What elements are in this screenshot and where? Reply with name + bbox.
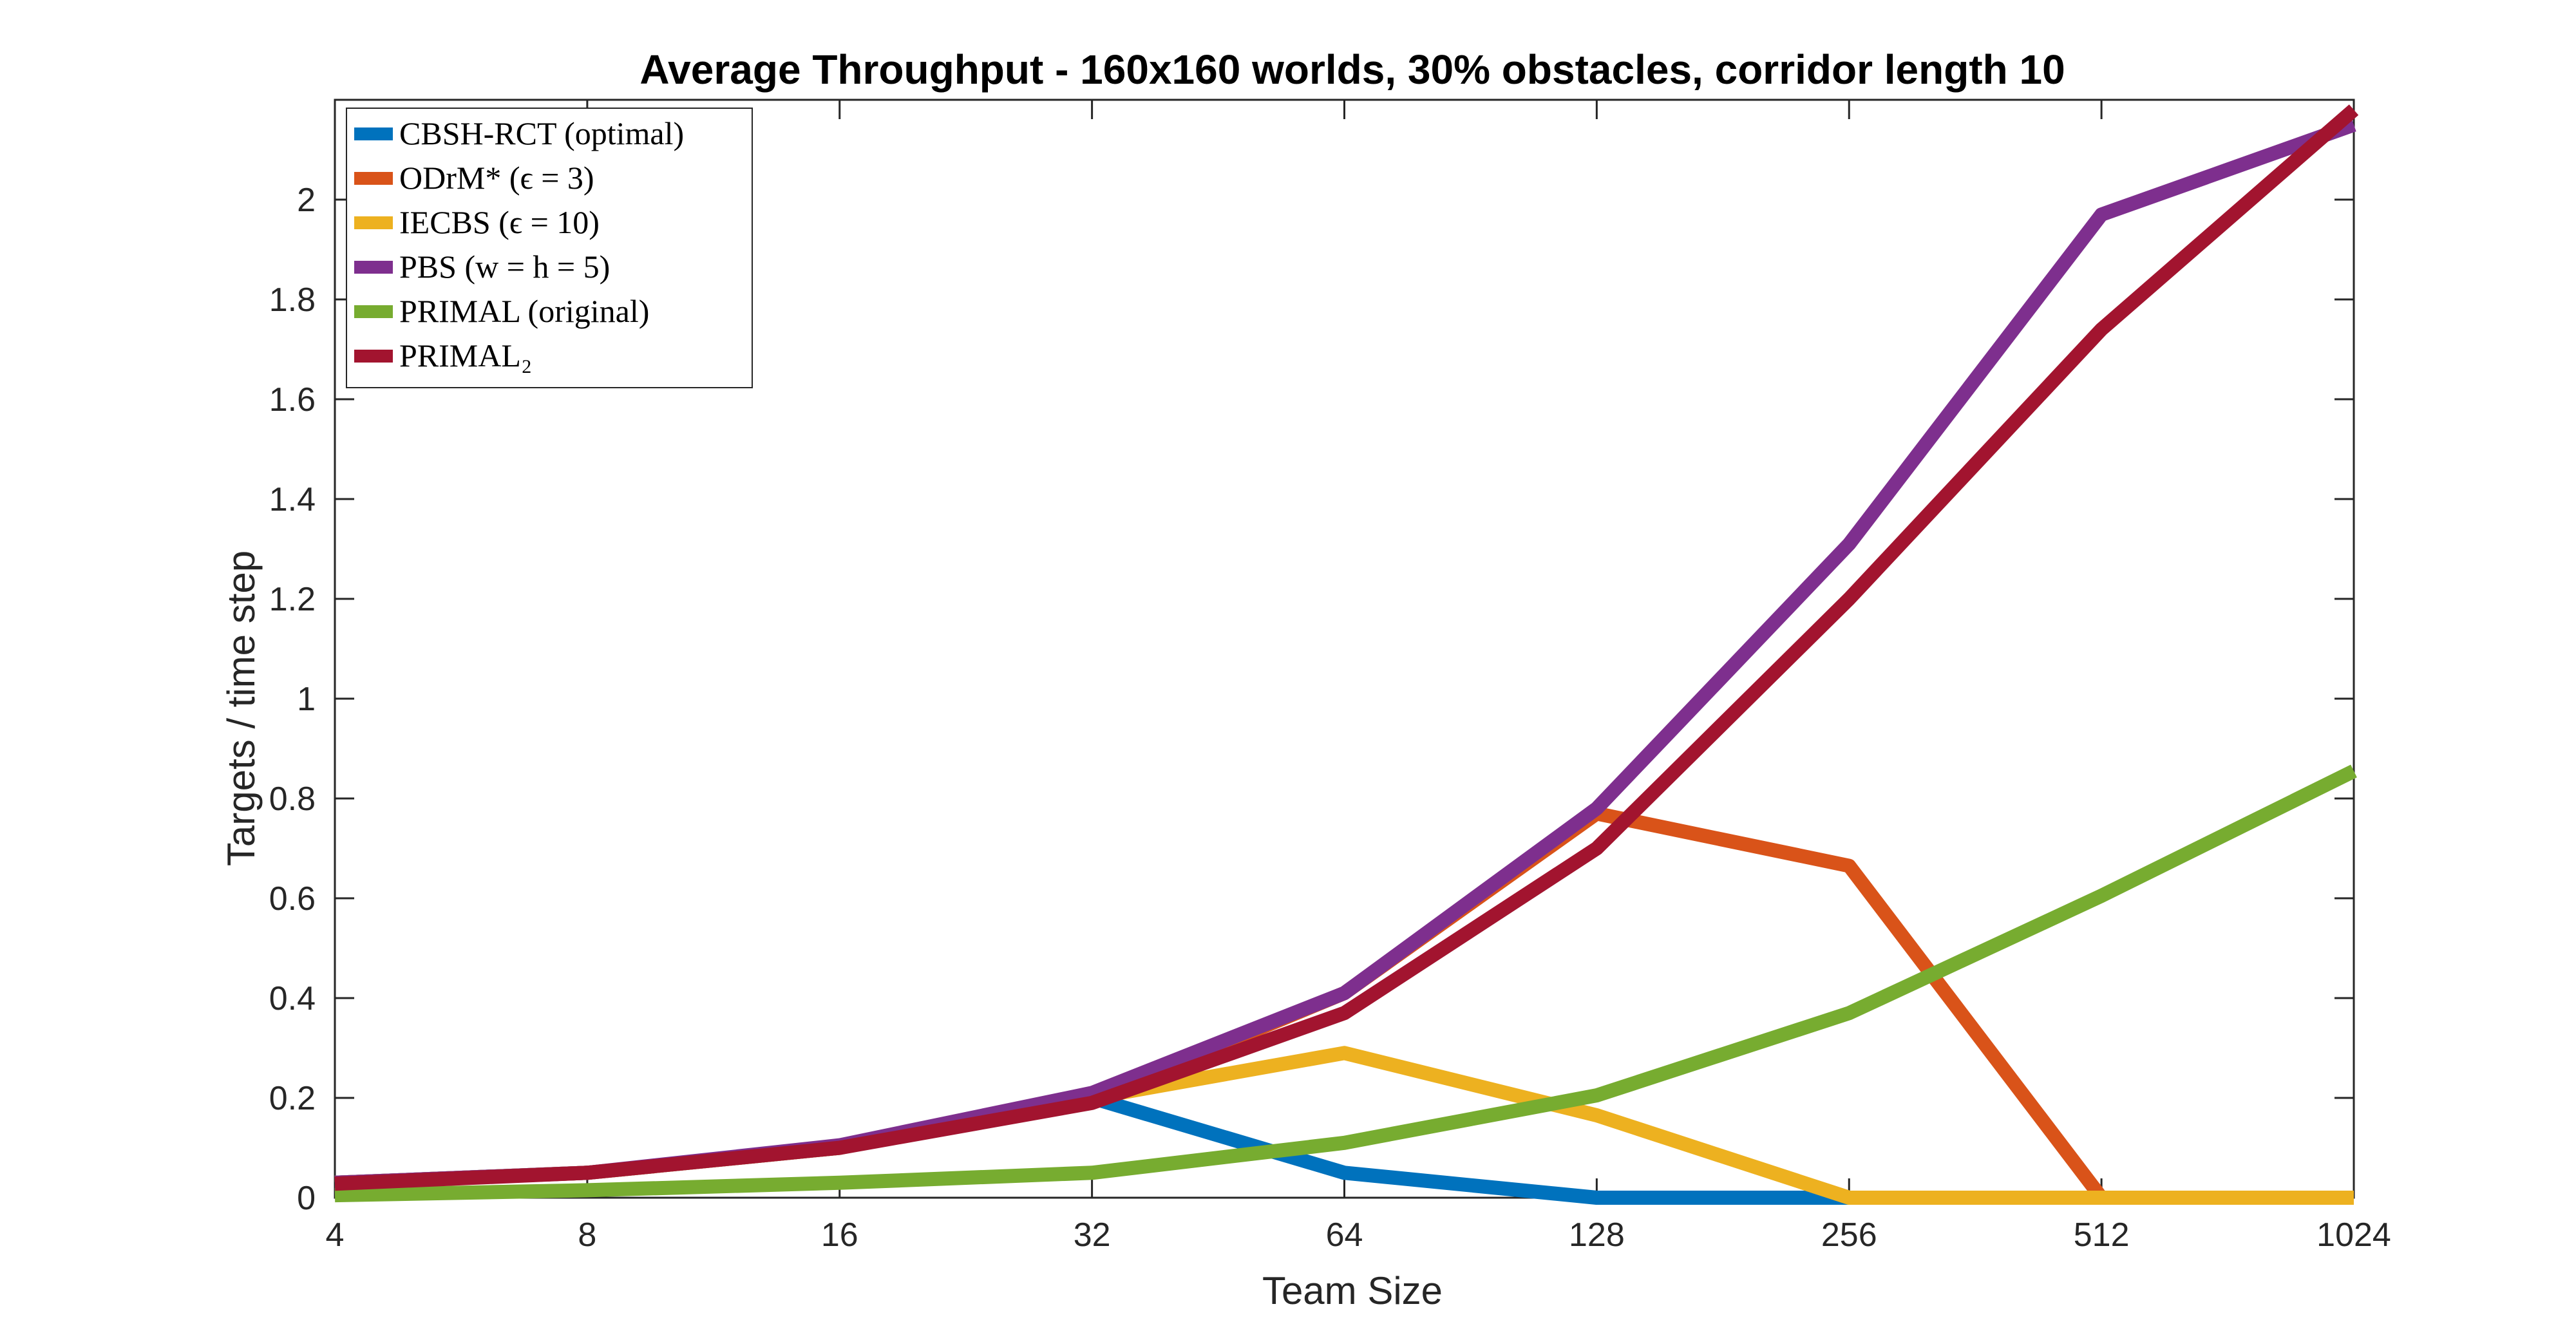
- x-tick-label: 512: [2074, 1216, 2130, 1254]
- x-tick-label: 32: [1074, 1216, 1111, 1254]
- y-axis-label: Targets / time step: [220, 551, 263, 866]
- series-line-5: [334, 764, 2357, 1203]
- chart-title: Average Throughput - 160x160 worlds, 30%…: [639, 46, 2065, 93]
- legend-label: ODrM* (ϵ = 3): [399, 160, 594, 196]
- x-tick-label: 128: [1569, 1216, 1625, 1254]
- y-tick-label: 0: [297, 1180, 316, 1217]
- legend-label: PRIMAL (original): [399, 293, 649, 329]
- y-tick-label: 2: [297, 182, 316, 219]
- y-tick-label: 0.2: [269, 1080, 316, 1117]
- y-tick-label: 0.8: [269, 780, 316, 818]
- y-tick-label: 0.6: [269, 880, 316, 918]
- y-tick-label: 0.4: [269, 980, 316, 1017]
- series-line-6: [334, 104, 2359, 1191]
- x-tick-label: 256: [1821, 1216, 1877, 1254]
- x-tick-label: 16: [821, 1216, 858, 1254]
- y-tick-label: 1.4: [269, 481, 316, 518]
- legend-label: PBS (w = h = 5): [399, 249, 610, 285]
- x-tick-label: 1024: [2316, 1216, 2391, 1254]
- legend-label: CBSH-RCT (optimal): [399, 115, 684, 151]
- legend: CBSH-RCT (optimal) ODrM* (ϵ = 3) IECBS (ϵ …: [346, 108, 753, 388]
- axes: 4 8 16 32 64 128 256 512 1024 0 0.2 0.4 0.6 0.8 1 1.2 1.…: [269, 100, 2391, 1254]
- y-tick-label: 1: [297, 681, 316, 718]
- x-axis-label: Team Size: [1262, 1269, 1443, 1312]
- legend-label: PRIMAL₂: [399, 337, 532, 373]
- x-tick-label: 64: [1326, 1216, 1363, 1254]
- y-tick-label: 1.8: [269, 281, 316, 319]
- y-tick-label: 1.2: [269, 581, 316, 618]
- x-tick-label: 8: [578, 1216, 596, 1254]
- legend-label: IECBS (ϵ = 10): [399, 204, 600, 240]
- series-lines: [334, 104, 2359, 1205]
- legend-box: [346, 108, 753, 388]
- y-tick-label: 1.6: [269, 381, 316, 419]
- x-tick-label: 4: [326, 1216, 345, 1254]
